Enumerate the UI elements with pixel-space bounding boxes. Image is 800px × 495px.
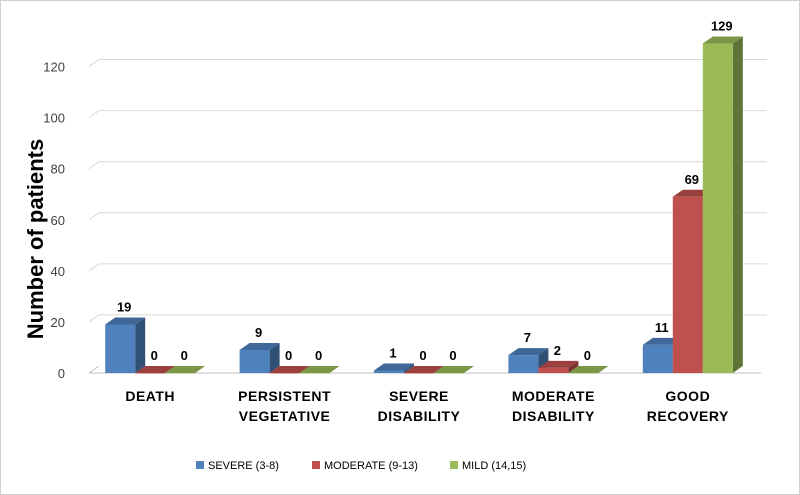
legend-label: SEVERE (3-8) — [208, 460, 279, 472]
bar-4-2 — [702, 43, 733, 374]
data-label: 0 — [285, 348, 292, 363]
y-tick-label: 20 — [51, 315, 65, 330]
bar-top — [165, 366, 206, 373]
floor-edge — [88, 365, 100, 374]
bar-top — [538, 360, 579, 368]
data-label: 69 — [685, 172, 699, 187]
y-tick-label: 80 — [51, 162, 65, 177]
data-label: 0 — [151, 348, 158, 363]
y-tick-label: 0 — [58, 366, 65, 381]
bar-0-2 — [165, 373, 196, 374]
legend-swatch — [450, 461, 458, 469]
y-tick-label: 40 — [51, 264, 65, 279]
bar-top — [568, 366, 609, 373]
bar-4-1 — [672, 196, 703, 373]
bar-2-1 — [404, 373, 434, 374]
bar-0-1 — [135, 373, 166, 374]
bar-top — [508, 348, 549, 356]
bar-top — [135, 366, 176, 373]
x-axis-categories: DEATH PERSISTENT VEGETATIVE SEVERE DISABILIT… — [125, 388, 729, 424]
legend: SEVERE (3-8) MODERATE (9-13) MILD (14,15) — [196, 460, 526, 472]
legend-label: MODERATE (9-13) — [324, 460, 418, 472]
gridline-depth — [88, 161, 100, 170]
bar-1-1 — [269, 373, 300, 374]
bar-side — [404, 363, 414, 373]
bar-side — [135, 317, 146, 373]
y-tick-label: 100 — [43, 111, 65, 126]
data-label: 7 — [524, 330, 531, 345]
bar-top — [269, 366, 310, 373]
gridline-depth — [88, 263, 100, 272]
category-label: DEATH — [125, 388, 175, 404]
bar-3-0 — [508, 355, 539, 373]
legend-swatch — [196, 461, 204, 469]
bar-top — [434, 366, 474, 373]
data-label: 2 — [554, 343, 561, 358]
bar-3-1 — [538, 367, 569, 373]
y-tick-label: 120 — [43, 60, 65, 75]
bar-1-0 — [239, 350, 270, 373]
gridline-depth — [88, 314, 100, 323]
bar-2-0 — [374, 370, 404, 373]
bar-1-2 — [299, 373, 330, 374]
data-label: 0 — [584, 348, 591, 363]
bar-top — [299, 366, 340, 373]
gridlines — [88, 59, 767, 374]
data-label: 19 — [117, 299, 131, 314]
bar-4-0 — [642, 344, 673, 373]
data-label: 0 — [181, 348, 188, 363]
category-label: SEVERE DISABILITY — [378, 388, 461, 424]
data-label: 0 — [449, 348, 456, 363]
category-label: MODERATE DISABILITY — [512, 388, 595, 424]
data-label: 0 — [419, 348, 426, 363]
data-label: 11 — [655, 320, 669, 335]
bar-top — [105, 317, 146, 325]
category-label: GOOD RECOVERY — [647, 388, 729, 424]
gridline-depth — [88, 212, 100, 221]
bar-side — [732, 36, 743, 374]
bars — [105, 36, 743, 374]
y-axis-label: Number of patients — [23, 139, 48, 339]
category-label: PERSISTENT VEGETATIVE — [238, 388, 331, 424]
gridline-depth — [88, 59, 100, 67]
data-label: 9 — [255, 325, 262, 340]
bar-side — [269, 343, 280, 373]
y-axis-ticks: 0 20 40 60 80 100 120 — [43, 60, 65, 381]
bar-top — [404, 366, 444, 373]
bar-0-0 — [105, 324, 136, 373]
data-label: 1 — [389, 345, 396, 360]
bar-side — [568, 360, 579, 373]
bar-top — [374, 363, 414, 371]
bar-top — [239, 343, 280, 351]
gridline-depth — [88, 110, 100, 119]
data-labels: 19 0 0 9 0 0 1 0 0 7 2 0 11 69 129 — [117, 19, 733, 363]
legend-label: MILD (14,15) — [462, 460, 526, 472]
data-label: 129 — [711, 19, 733, 34]
legend-swatch — [312, 461, 320, 469]
bar-3-2 — [568, 373, 599, 374]
bar-top — [702, 36, 743, 44]
data-label: 0 — [315, 348, 322, 363]
bar-2-2 — [434, 373, 464, 374]
y-tick-label: 60 — [51, 213, 65, 228]
